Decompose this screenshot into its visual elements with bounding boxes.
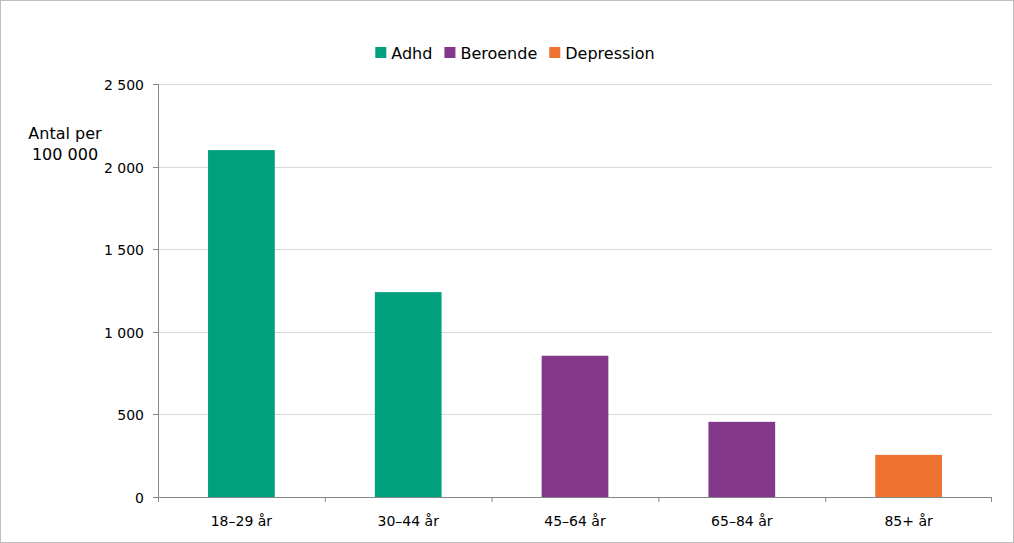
x-tick [991, 497, 992, 502]
x-tick-label: 65–84 år [711, 513, 773, 529]
chart-svg: 0 500 1 000 1 500 2 000 2 500 18–29 år 30–44 år… [0, 0, 1014, 543]
y-tick-label: 0 [135, 490, 144, 506]
y-tick-label: 500 [117, 407, 144, 423]
x-tick [492, 497, 493, 502]
bar [708, 422, 775, 497]
bar [375, 292, 442, 497]
y-tick [153, 84, 158, 85]
grid-line [158, 167, 992, 168]
y-tick-label: 1 000 [104, 325, 144, 341]
x-tick [325, 497, 326, 502]
chart-frame [1, 1, 1014, 543]
x-tick-label: 18–29 år [211, 513, 273, 529]
grid-line [158, 332, 992, 333]
legend-label: Adhd [391, 44, 432, 63]
bar [208, 150, 275, 497]
y-tick-label: 1 500 [104, 242, 144, 258]
y-tick [153, 332, 158, 333]
y-tick [153, 167, 158, 168]
x-tick [825, 497, 826, 502]
y-axis-line [158, 84, 159, 497]
chart-container: 0 500 1 000 1 500 2 000 2 500 18–29 år 30–44 år… [0, 0, 1014, 543]
y-axis-label: Antal per 100 000 [18, 123, 112, 165]
bar [875, 455, 942, 497]
legend: Adhd Beroende Depression [375, 44, 654, 63]
x-axis-line [158, 497, 992, 498]
legend-swatch [444, 47, 455, 58]
y-tick-label: 2 500 [104, 77, 144, 93]
y-tick [153, 249, 158, 250]
legend-swatch [549, 47, 560, 58]
legend-label: Depression [565, 44, 654, 63]
x-tick [158, 497, 159, 502]
y-tick [153, 497, 158, 498]
y-tick-label: 2 000 [104, 160, 144, 176]
legend-label: Beroende [460, 44, 537, 63]
bars [208, 150, 942, 497]
grid-line [158, 84, 992, 85]
grid-line [158, 249, 992, 250]
x-tick [658, 497, 659, 502]
x-tick-label: 85+ år [884, 513, 933, 529]
x-tick-label: 45–64 år [544, 513, 606, 529]
legend-swatch [375, 47, 386, 58]
bar [542, 356, 609, 497]
y-tick [153, 414, 158, 415]
x-tick-label: 30–44 år [377, 513, 439, 529]
